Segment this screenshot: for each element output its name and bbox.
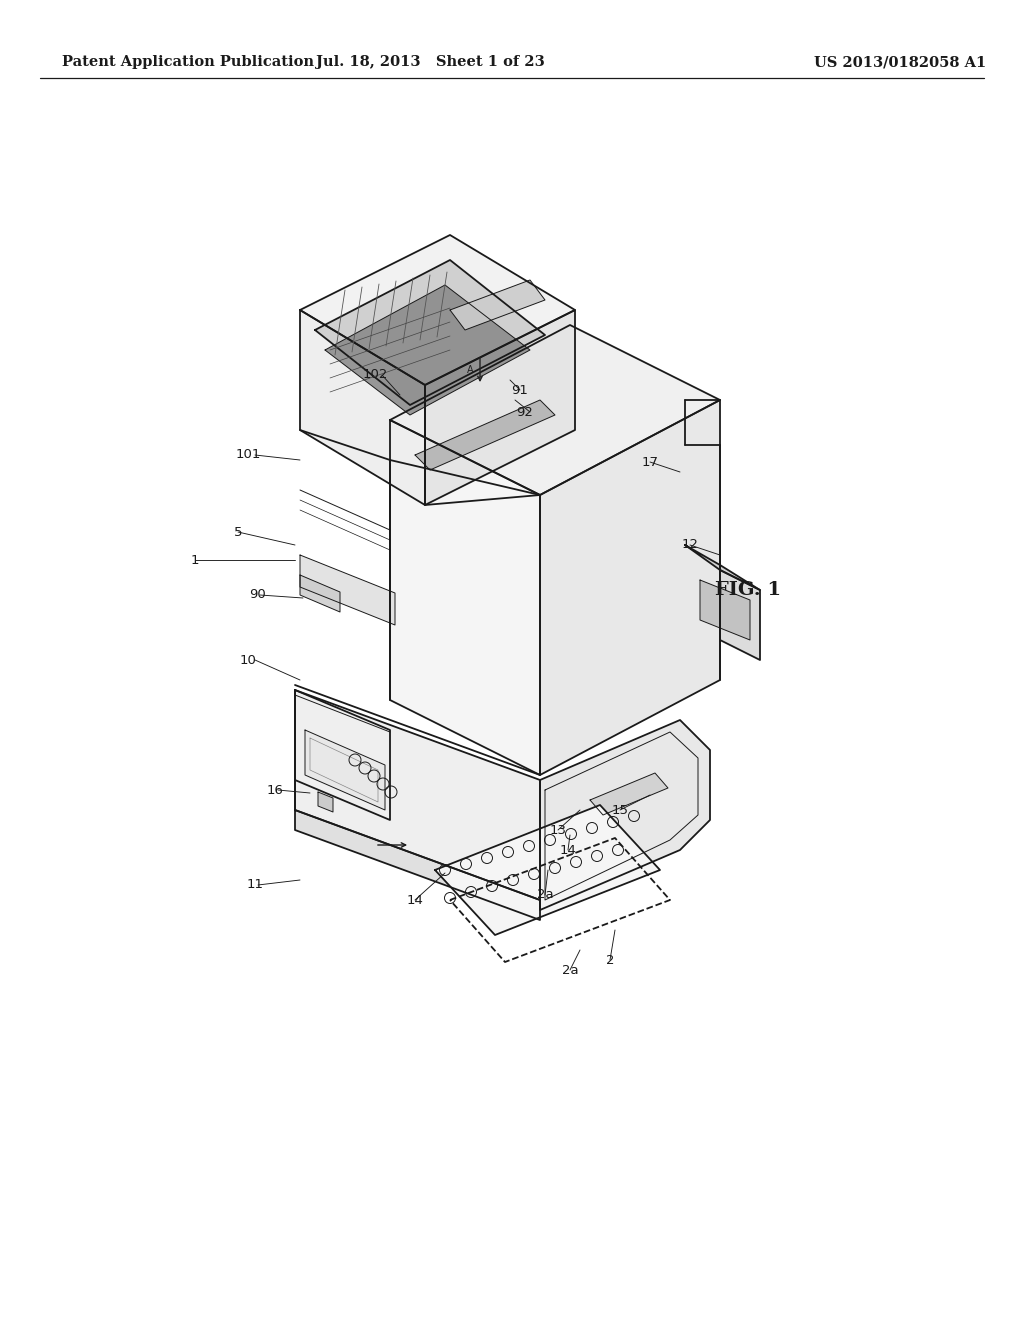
Polygon shape	[325, 285, 530, 414]
Polygon shape	[720, 570, 760, 660]
Polygon shape	[300, 310, 425, 506]
Text: 17: 17	[641, 455, 658, 469]
Polygon shape	[300, 576, 340, 612]
Polygon shape	[300, 554, 395, 624]
Text: 2: 2	[606, 953, 614, 966]
Text: 12: 12	[682, 539, 698, 552]
Polygon shape	[415, 400, 555, 470]
Polygon shape	[540, 400, 720, 775]
Text: US 2013/0182058 A1: US 2013/0182058 A1	[814, 55, 986, 69]
Text: 91: 91	[512, 384, 528, 396]
Text: 1: 1	[190, 553, 200, 566]
Text: FIG. 1: FIG. 1	[715, 581, 781, 599]
Text: 14: 14	[559, 843, 577, 857]
Text: 102: 102	[362, 368, 388, 381]
Text: A: A	[467, 366, 473, 375]
Polygon shape	[390, 420, 540, 775]
Polygon shape	[590, 774, 668, 814]
Text: Jul. 18, 2013   Sheet 1 of 23: Jul. 18, 2013 Sheet 1 of 23	[315, 55, 545, 69]
Polygon shape	[700, 579, 750, 640]
Text: 92: 92	[516, 405, 534, 418]
Text: 2a: 2a	[537, 888, 553, 902]
Text: 101: 101	[236, 449, 261, 462]
Polygon shape	[540, 719, 710, 909]
Text: 15: 15	[611, 804, 629, 817]
Text: 10: 10	[240, 653, 256, 667]
Text: 14: 14	[407, 894, 424, 907]
Polygon shape	[300, 235, 575, 385]
Polygon shape	[295, 690, 390, 820]
Polygon shape	[305, 730, 385, 810]
Text: Patent Application Publication: Patent Application Publication	[62, 55, 314, 69]
Polygon shape	[318, 792, 333, 812]
Polygon shape	[435, 805, 660, 935]
Polygon shape	[425, 310, 575, 506]
Polygon shape	[390, 325, 720, 495]
Polygon shape	[450, 280, 545, 330]
Text: 5: 5	[233, 525, 243, 539]
Polygon shape	[295, 810, 540, 920]
Polygon shape	[295, 690, 540, 900]
Text: 11: 11	[247, 879, 263, 891]
Polygon shape	[315, 260, 545, 405]
Polygon shape	[685, 545, 760, 590]
Text: 16: 16	[266, 784, 284, 796]
Text: 2a: 2a	[562, 964, 579, 977]
Text: 90: 90	[250, 589, 266, 602]
Text: 13: 13	[550, 824, 566, 837]
